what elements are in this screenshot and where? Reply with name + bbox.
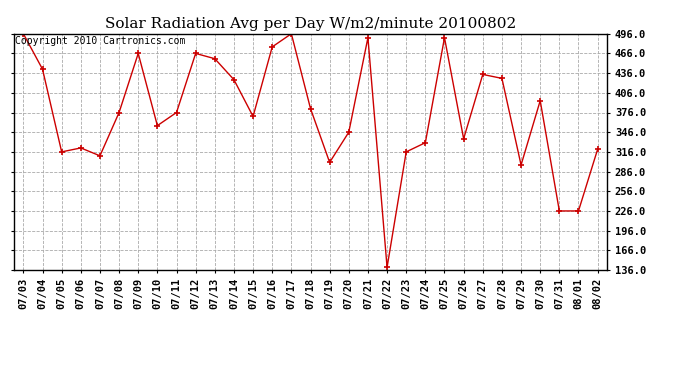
Text: Copyright 2010 Cartronics.com: Copyright 2010 Cartronics.com bbox=[15, 36, 186, 46]
Title: Solar Radiation Avg per Day W/m2/minute 20100802: Solar Radiation Avg per Day W/m2/minute … bbox=[105, 17, 516, 31]
